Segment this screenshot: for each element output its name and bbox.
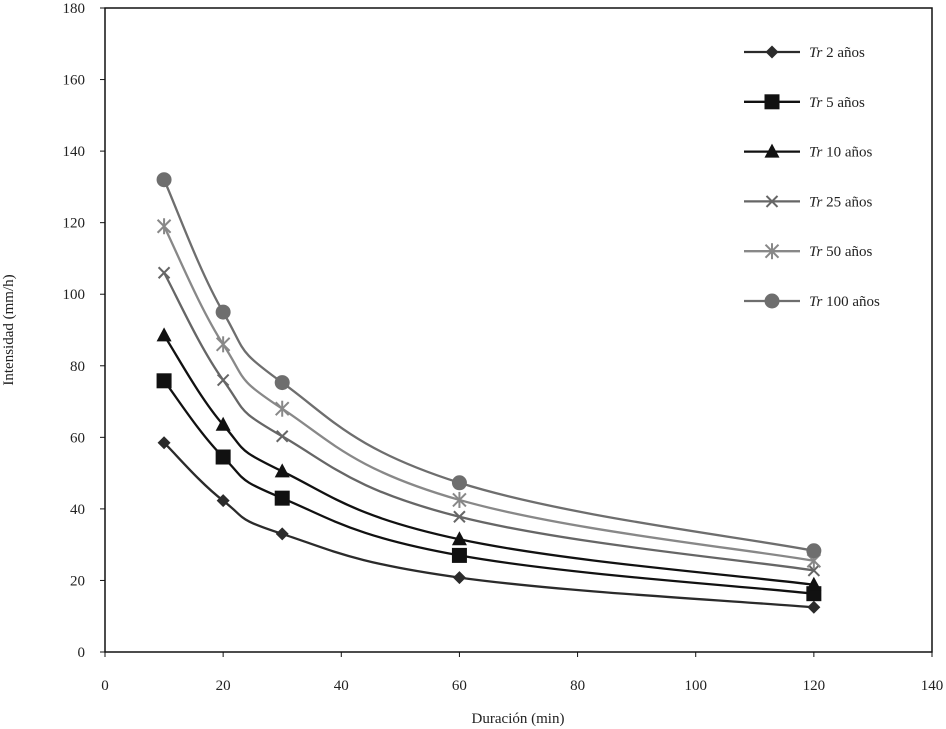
legend-prefix: Tr	[809, 45, 823, 61]
data-point	[157, 436, 171, 450]
y-axis-ticks: 0 20 40 60 80 100 120 140 160 180	[63, 1, 105, 661]
legend-prefix: Tr	[809, 145, 823, 161]
legend-item: Tr 10 años	[744, 143, 873, 161]
data-point	[156, 327, 172, 342]
series-5	[156, 172, 822, 559]
legend-label: Tr 10 años	[809, 145, 873, 161]
data-point	[452, 571, 466, 585]
data-point	[806, 543, 822, 559]
legend-prefix: Tr	[809, 194, 823, 210]
plot-area-frame	[104, 7, 933, 653]
series-2	[156, 327, 822, 591]
y-tick-label: 180	[63, 1, 86, 17]
data-point	[275, 527, 289, 541]
legend-marker	[765, 195, 779, 208]
y-tick-label: 20	[70, 573, 85, 589]
legend-label: Tr 5 años	[809, 95, 865, 111]
legend-name: 5 años	[822, 95, 865, 111]
data-point	[807, 600, 821, 614]
x-tick-label: 40	[334, 678, 349, 694]
legend-marker	[764, 293, 780, 309]
series-4	[156, 218, 822, 569]
legend-name: 25 años	[822, 194, 872, 210]
data-point	[453, 510, 466, 523]
legend-marker	[765, 45, 779, 59]
series-0	[157, 436, 821, 614]
x-tick-label: 140	[921, 678, 944, 694]
series-line	[163, 334, 815, 586]
data-point	[216, 494, 230, 508]
legend-name: 50 años	[822, 244, 872, 260]
legend-item: Tr 100 años	[744, 293, 880, 310]
data-point	[806, 576, 822, 591]
data-point	[215, 336, 231, 353]
x-tick-label: 80	[570, 678, 585, 694]
legend-label: Tr 2 años	[809, 45, 865, 61]
x-tick-label: 60	[452, 678, 467, 694]
legend-name: 10 años	[822, 145, 872, 161]
y-tick-label: 60	[70, 430, 85, 446]
data-point	[156, 373, 172, 389]
data-point	[157, 266, 171, 279]
x-tick-label: 0	[101, 678, 109, 694]
legend-marker	[764, 143, 780, 158]
data-point	[156, 172, 172, 188]
data-point	[215, 416, 231, 431]
legend-item: Tr 2 años	[744, 45, 865, 61]
data-point	[451, 531, 467, 546]
legend-prefix: Tr	[809, 244, 823, 260]
legend-item: Tr 50 años	[744, 243, 873, 260]
legend-prefix: Tr	[809, 294, 823, 310]
series-line	[163, 441, 814, 609]
data-point	[451, 547, 467, 563]
data-point	[451, 475, 467, 491]
legend-label: Tr 25 años	[809, 194, 873, 210]
series-line	[163, 380, 814, 595]
data-point	[216, 373, 230, 387]
series-1	[156, 373, 822, 602]
x-tick-label: 120	[803, 678, 826, 694]
y-tick-label: 100	[63, 287, 86, 303]
y-tick-label: 80	[70, 359, 85, 375]
series-layer	[156, 172, 822, 614]
legend-prefix: Tr	[809, 95, 823, 111]
legend-label: Tr 100 años	[809, 294, 880, 310]
y-tick-label: 160	[63, 73, 86, 89]
data-point	[215, 449, 231, 465]
data-point	[452, 491, 467, 508]
legend-item: Tr 5 años	[744, 94, 865, 111]
series-line	[163, 272, 815, 572]
data-point	[274, 375, 290, 391]
x-tick-label: 20	[216, 678, 231, 694]
data-point	[807, 564, 821, 577]
legend-marker	[764, 243, 780, 260]
x-axis-title: Duración (min)	[472, 711, 565, 727]
legend-name: 100 años	[822, 294, 880, 310]
legend-item: Tr 25 años	[744, 194, 873, 210]
data-point	[276, 430, 289, 443]
series-3	[157, 266, 821, 577]
y-tick-label: 0	[78, 645, 86, 661]
data-point	[156, 218, 172, 235]
legend-name: 2 años	[822, 45, 865, 61]
data-point	[275, 400, 290, 417]
y-tick-label: 140	[63, 144, 86, 160]
x-axis-ticks: 0 20 40 60 80 100 120 140	[101, 652, 943, 694]
data-point	[274, 463, 290, 478]
data-point	[215, 304, 231, 320]
y-tick-label: 40	[70, 502, 85, 518]
series-line	[163, 225, 815, 562]
legend-marker	[764, 94, 780, 110]
y-axis-title: Intensidad (mm/h)	[1, 274, 17, 385]
series-line	[163, 179, 815, 552]
data-point	[274, 490, 290, 506]
y-tick-label: 120	[63, 216, 86, 232]
legend-label: Tr 50 años	[809, 244, 873, 260]
x-tick-label: 100	[684, 678, 707, 694]
